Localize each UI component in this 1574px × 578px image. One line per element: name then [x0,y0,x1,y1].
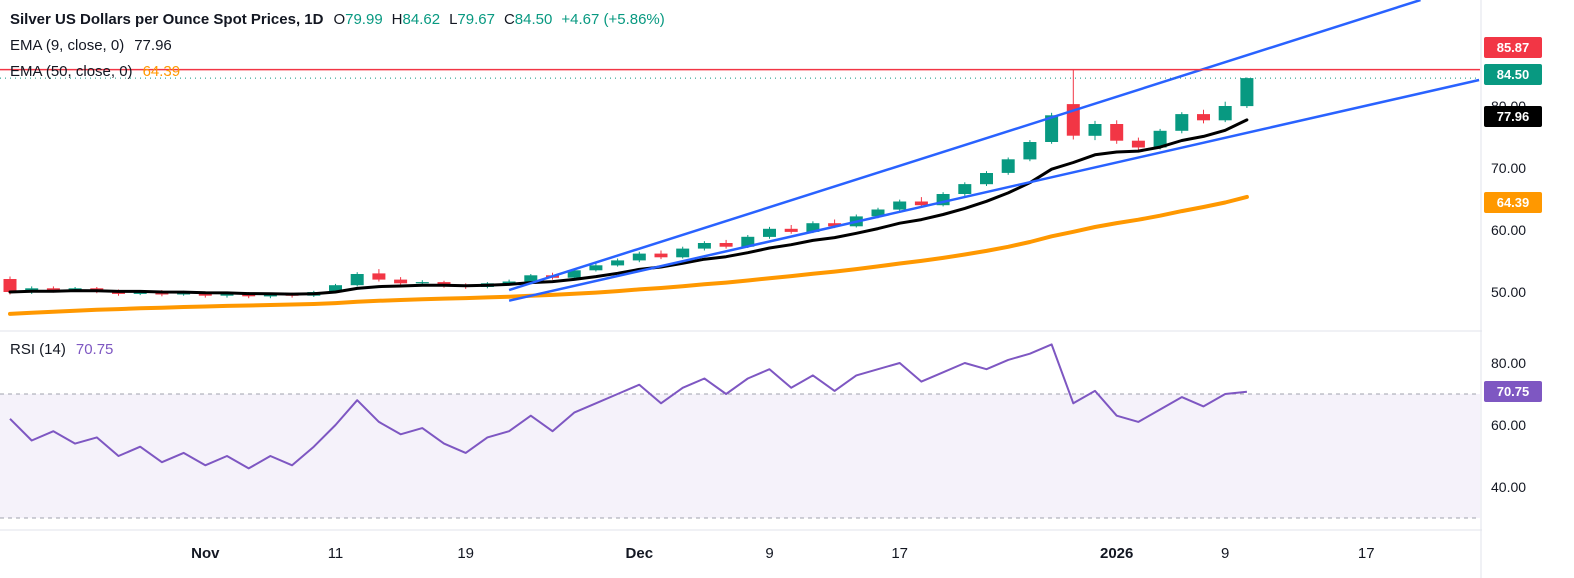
rsi-legend-row[interactable]: RSI (14) 70.75 [10,337,113,361]
price-tick-label: 60.00 [1491,222,1527,238]
price-badge: 77.96 [1484,106,1542,127]
price-badge: 85.87 [1484,37,1542,58]
ohlc-high: H84.62 [391,10,441,28]
time-axis-label: Nov [191,545,220,562]
time-axis-label: 9 [1221,545,1230,562]
ema50-value: 64.39 [142,62,181,80]
ohlc-low: L79.67 [449,10,495,28]
time-axis-label: 19 [457,545,475,562]
price-scale[interactable]: 80.0070.0060.0050.0080.0060.0040.0085.87… [1482,0,1574,578]
time-axis-label: 11 [327,545,344,562]
rsi-badge: 70.75 [1484,381,1542,402]
time-axis-label: 2026 [1100,545,1134,562]
ohlc-close: C84.50 [503,10,553,28]
candlestick-series [3,70,1254,299]
price-tick-label: 70.00 [1491,160,1527,176]
symbol-legend-row[interactable]: Silver US Dollars per Ounce Spot Prices,… [10,6,665,32]
ema50-line[interactable] [8,194,1249,316]
rsi-line[interactable] [9,343,1248,470]
time-axis-label: 17 [1357,545,1375,562]
symbol-title: Silver US Dollars per Ounce Spot Prices,… [10,10,324,28]
rsi-tick-label: 80.00 [1491,355,1527,371]
change-value: +4.67 (+5.86%) [561,10,665,28]
price-tick-label: 50.00 [1491,284,1527,300]
rsi-label: RSI (14) [10,340,66,358]
chart-legend: Silver US Dollars per Ounce Spot Prices,… [10,6,665,84]
price-badge: 64.39 [1484,192,1542,213]
time-axis-label: 9 [765,545,774,562]
time-scale[interactable]: Nov 11 19 Dec 9 17 2026 9 17 [0,531,1480,578]
time-axis-label: Dec [625,545,654,562]
rsi-tick-label: 40.00 [1491,479,1527,495]
ema50-legend-row[interactable]: EMA (50, close, 0) 64.39 [10,58,665,84]
rsi-tick-label: 60.00 [1491,417,1527,433]
price-badge: 84.50 [1484,64,1542,85]
ema9-line[interactable] [8,118,1249,296]
rsi-value: 70.75 [75,340,114,358]
ema9-legend-row[interactable]: EMA (9, close, 0) 77.96 [10,32,665,58]
time-axis-label: 17 [891,545,909,562]
channel-upper-trendline[interactable] [508,0,1421,292]
channel-lower-trendline[interactable] [508,78,1480,302]
rsi-band [0,394,1480,518]
ohlc-open: O79.99 [333,10,383,28]
ema9-label: EMA (9, close, 0) [10,36,125,54]
ema50-label: EMA (50, close, 0) [10,62,133,80]
ema9-value: 77.96 [134,36,172,54]
